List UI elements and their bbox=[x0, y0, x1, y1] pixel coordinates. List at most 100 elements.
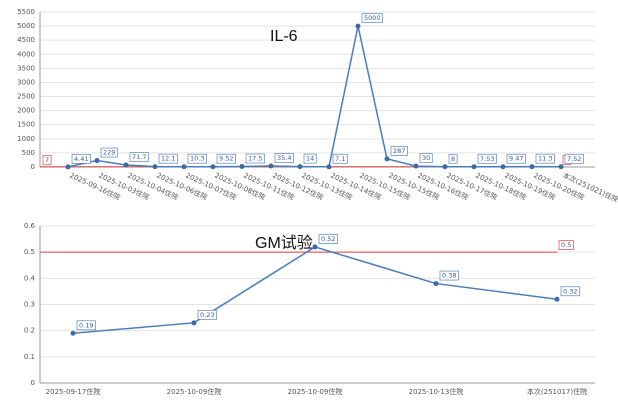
data-label: 4.41 bbox=[74, 155, 88, 163]
data-label: 229 bbox=[103, 149, 115, 157]
y-tick-label: 5500 bbox=[17, 8, 35, 16]
data-label: 9.52 bbox=[219, 155, 233, 163]
data-label-box bbox=[187, 153, 207, 164]
y-tick-label: 1000 bbox=[17, 135, 35, 143]
data-label: 12.1 bbox=[161, 155, 175, 163]
data-point bbox=[558, 164, 564, 170]
data-label: 17.5 bbox=[248, 155, 262, 163]
data-label: 7.53 bbox=[480, 155, 494, 163]
data-point bbox=[413, 163, 419, 169]
data-label-box bbox=[419, 153, 433, 164]
data-label: 8 bbox=[451, 155, 455, 163]
data-point bbox=[191, 320, 197, 326]
data-point bbox=[210, 164, 216, 170]
data-label-box bbox=[71, 154, 91, 164]
y-tick-label: 3500 bbox=[17, 64, 35, 72]
data-label-box bbox=[158, 153, 178, 164]
data-label: 9.47 bbox=[509, 155, 523, 163]
data-label: 7.1 bbox=[335, 155, 345, 163]
data-label-box bbox=[318, 234, 338, 244]
data-label-box bbox=[439, 270, 459, 281]
data-label: 0.19 bbox=[79, 321, 93, 329]
y-tick-label: 0.1 bbox=[24, 353, 35, 361]
data-label-box bbox=[361, 13, 383, 23]
reference-label-box bbox=[558, 240, 574, 251]
chart-title: GM试验 bbox=[255, 234, 313, 252]
data-label-box bbox=[506, 153, 526, 164]
reference-label-box bbox=[42, 154, 52, 165]
y-tick-label: 2000 bbox=[17, 107, 35, 115]
y-tick-label: 0.4 bbox=[24, 274, 36, 282]
y-tick-label: 2500 bbox=[17, 93, 35, 101]
x-tick-label: 本次(251017)住院 bbox=[527, 387, 587, 396]
data-point bbox=[326, 164, 332, 170]
y-tick-label: 0.6 bbox=[24, 222, 36, 230]
y-tick-label: 0.5 bbox=[24, 248, 35, 256]
data-label: 0.32 bbox=[563, 287, 577, 295]
data-label: 11.3 bbox=[538, 155, 552, 163]
data-point bbox=[70, 330, 76, 336]
data-label-box bbox=[448, 153, 458, 164]
data-label-box bbox=[76, 320, 96, 331]
data-point bbox=[268, 163, 274, 169]
data-point bbox=[355, 23, 361, 29]
data-label: 14 bbox=[306, 155, 314, 163]
data-label: 0.52 bbox=[321, 235, 335, 243]
data-label: 35.4 bbox=[277, 154, 291, 162]
y-tick-label: 5000 bbox=[17, 22, 35, 30]
y-tick-label: 0 bbox=[31, 379, 35, 387]
data-label-box bbox=[216, 153, 236, 164]
data-point bbox=[529, 164, 535, 170]
y-tick-label: 0 bbox=[31, 163, 35, 171]
data-point bbox=[297, 164, 303, 170]
data-point bbox=[433, 281, 439, 287]
data-point bbox=[312, 244, 318, 250]
data-point bbox=[152, 164, 158, 170]
data-label: 5000 bbox=[364, 14, 381, 22]
data-line bbox=[72, 246, 558, 335]
data-label-box bbox=[303, 153, 317, 164]
data-label-box bbox=[477, 153, 497, 164]
data-point bbox=[181, 164, 187, 170]
x-tick-label: 2025-09-17住院 bbox=[46, 387, 101, 396]
chart-title: IL-6 bbox=[270, 28, 298, 45]
data-point bbox=[471, 164, 477, 170]
data-label-box bbox=[535, 153, 555, 164]
data-label: 30 bbox=[422, 154, 430, 162]
y-tick-label: 3000 bbox=[17, 78, 35, 86]
data-label: 0.38 bbox=[442, 272, 456, 280]
data-line bbox=[67, 25, 562, 168]
data-point bbox=[94, 158, 100, 164]
data-label: 0.23 bbox=[200, 311, 214, 319]
data-label-box bbox=[332, 153, 348, 164]
data-label: 287 bbox=[393, 147, 405, 155]
data-label-box bbox=[390, 146, 408, 156]
data-label: 71.7 bbox=[132, 153, 146, 161]
data-label-box bbox=[129, 152, 149, 162]
data-point bbox=[384, 156, 390, 162]
data-label-box bbox=[100, 147, 118, 158]
data-label-box bbox=[197, 309, 217, 320]
data-label-box bbox=[245, 153, 265, 164]
x-tick-label: 2025-10-09住院 bbox=[288, 387, 343, 396]
data-label-box bbox=[560, 286, 580, 297]
y-tick-label: 1500 bbox=[17, 121, 35, 129]
data-point bbox=[442, 164, 448, 170]
data-label: 7.52 bbox=[567, 155, 581, 163]
data-point bbox=[554, 296, 560, 302]
y-tick-label: 0.3 bbox=[24, 301, 35, 309]
x-tick-label: 2025-10-09住院 bbox=[167, 387, 222, 396]
y-tick-label: 0.2 bbox=[24, 327, 35, 335]
x-tick-label: 2025-10-13住院 bbox=[409, 387, 464, 396]
data-point bbox=[500, 164, 506, 170]
data-point bbox=[123, 162, 129, 168]
data-point bbox=[65, 164, 71, 170]
y-tick-label: 500 bbox=[22, 149, 35, 157]
data-label-box bbox=[564, 153, 584, 164]
reference-label: 0.5 bbox=[561, 241, 571, 249]
data-label: 10.3 bbox=[190, 155, 204, 163]
data-point bbox=[239, 164, 245, 170]
y-tick-label: 4500 bbox=[17, 36, 35, 44]
y-tick-label: 4000 bbox=[17, 50, 35, 58]
